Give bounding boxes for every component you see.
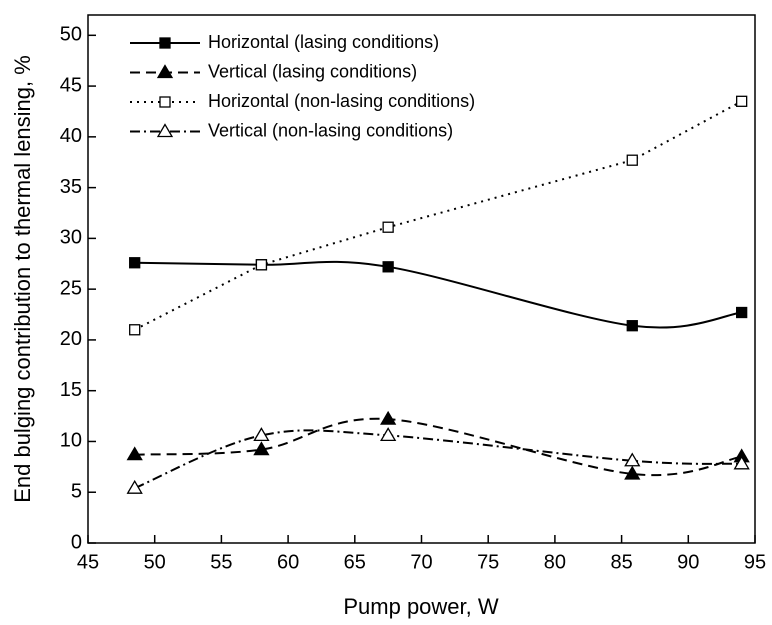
x-axis-label: Pump power, W	[343, 594, 499, 619]
y-tick-label: 5	[71, 481, 82, 503]
marker	[126, 479, 143, 494]
legend-label: Vertical (non-lasing conditions)	[208, 120, 453, 140]
y-tick-label: 0	[71, 531, 82, 553]
marker	[624, 465, 641, 480]
marker	[129, 257, 141, 269]
x-tick-label: 55	[210, 551, 232, 573]
marker	[626, 154, 638, 166]
y-tick-label: 25	[60, 277, 82, 299]
marker	[736, 306, 748, 319]
marker	[126, 446, 143, 461]
x-tick-label: 90	[677, 551, 699, 573]
x-tick-label: 45	[77, 551, 99, 573]
legend-label: Vertical (lasing conditions)	[208, 61, 417, 81]
marker	[255, 259, 268, 271]
x-tick-label: 65	[344, 551, 366, 573]
marker	[733, 455, 750, 470]
marker	[382, 261, 394, 273]
y-tick-label: 15	[60, 379, 82, 401]
series-line	[134, 260, 742, 329]
x-tick-label: 75	[477, 551, 499, 573]
y-tick-label: 45	[60, 74, 82, 96]
y-tick-label: 10	[60, 430, 82, 452]
marker	[624, 452, 641, 467]
marker	[736, 95, 748, 107]
marker	[129, 324, 141, 336]
marker	[156, 123, 174, 138]
y-axis-label: End bulging contribution to thermal lens…	[10, 55, 35, 503]
x-tick-label: 70	[410, 551, 432, 573]
marker	[380, 427, 397, 442]
marker	[382, 221, 394, 233]
y-tick-label: 35	[60, 176, 82, 198]
y-tick-label: 50	[60, 24, 82, 46]
x-tick-label: 85	[610, 551, 632, 573]
x-tick-label: 95	[744, 551, 766, 573]
marker	[156, 64, 174, 79]
marker	[159, 96, 171, 108]
legend-label: Horizontal (non-lasing conditions)	[208, 91, 475, 111]
y-tick-label: 20	[60, 328, 82, 350]
marker	[253, 441, 270, 456]
series-line	[134, 417, 742, 477]
x-tick-label: 80	[544, 551, 566, 573]
y-tick-label: 30	[60, 227, 82, 249]
legend-label: Horizontal (lasing conditions)	[208, 32, 439, 52]
y-tick-label: 40	[60, 125, 82, 147]
marker	[380, 410, 397, 425]
x-tick-label: 50	[144, 551, 166, 573]
series-line	[134, 429, 742, 490]
marker	[626, 320, 638, 332]
marker	[253, 427, 270, 442]
x-tick-label: 60	[277, 551, 299, 573]
marker	[159, 37, 171, 49]
